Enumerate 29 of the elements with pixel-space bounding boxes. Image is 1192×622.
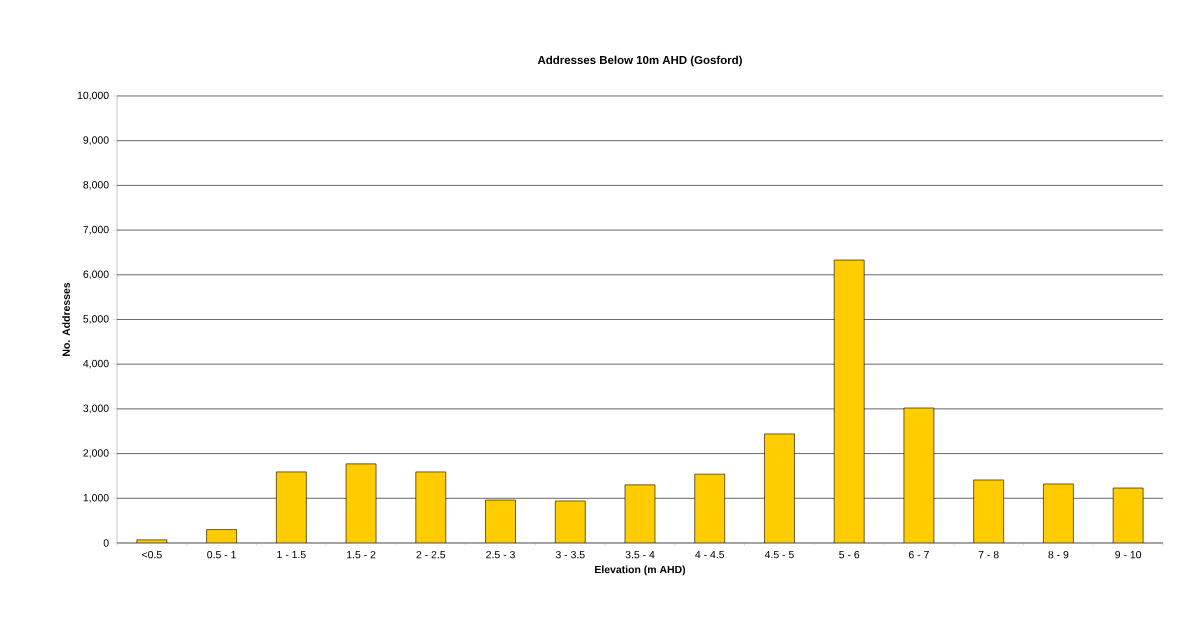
- x-tick-label: <0.5: [142, 550, 162, 559]
- y-tick-label: 4,000: [83, 359, 109, 369]
- y-tick-label: 3,000: [83, 404, 109, 414]
- x-tick-label: 7 - 8: [978, 550, 999, 559]
- x-tick-label: 9 - 10: [1115, 550, 1142, 559]
- x-axis-title: Elevation (m AHD): [595, 565, 686, 576]
- x-tick-label: 4.5 - 5: [764, 550, 794, 559]
- y-tick-label: 9,000: [83, 136, 109, 146]
- x-tick-label: 1 - 1.5: [277, 550, 306, 559]
- x-tick-label: 6 - 7: [909, 550, 929, 559]
- x-tick-label: 2.5 - 3: [486, 550, 515, 559]
- x-tick-label: 2 - 2.5: [416, 550, 446, 559]
- y-tick-label: 2,000: [83, 449, 109, 458]
- x-tick-label: 8 - 9: [1048, 550, 1069, 559]
- y-tick-label: 0: [103, 539, 109, 547]
- x-tick-label: 4 - 4.5: [695, 550, 725, 559]
- x-tick-label: 1.5 - 2: [347, 550, 376, 559]
- chart-title: Addresses Below 10m AHD (Gosford): [537, 55, 742, 67]
- y-tick-label: 5,000: [83, 315, 109, 324]
- y-tick-label: 10,000: [77, 91, 109, 101]
- y-tick-label: 6,000: [83, 270, 109, 280]
- y-tick-label: 1,000: [83, 493, 109, 503]
- y-tick-label: 7,000: [83, 225, 109, 235]
- x-tick-label: 5 - 6: [839, 550, 860, 559]
- x-tick-label: 3.5 - 4: [625, 550, 655, 559]
- x-tick-label: 3 - 3.5: [555, 550, 585, 559]
- y-tick-label: 8,000: [83, 181, 109, 190]
- y-axis-title: No. Addresses: [62, 282, 70, 356]
- x-tick-label: 0.5 - 1: [207, 550, 236, 559]
